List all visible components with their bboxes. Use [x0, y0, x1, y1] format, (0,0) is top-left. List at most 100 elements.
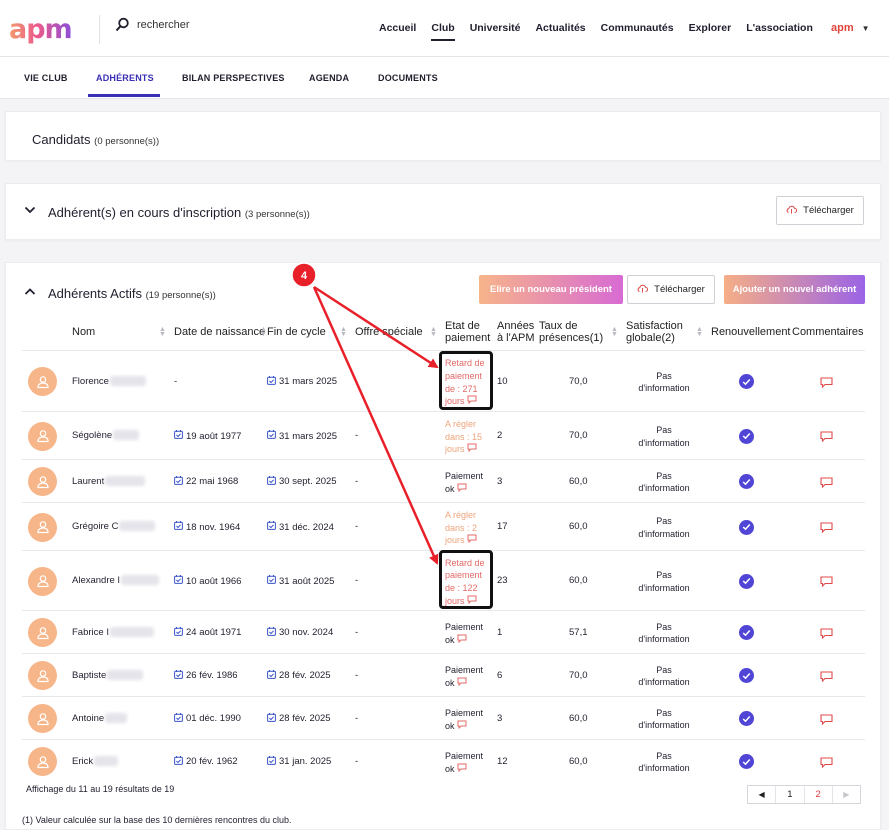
avatar[interactable] — [28, 566, 57, 596]
pager-prev-button[interactable]: ◀ — [748, 786, 777, 803]
table-row[interactable]: Fabrice I 24 août 1971 30 nov. 2024 - Paieme… — [22, 610, 865, 653]
col-fin-cycle[interactable]: Fin de cycle — [267, 326, 326, 338]
renewal-check-icon[interactable] — [739, 754, 754, 769]
table-row[interactable]: Baptiste 26 fév. 1986 28 fév. 2025 - Paiemen… — [22, 653, 865, 696]
tab-adherents[interactable]: ADHÉRENTS — [96, 73, 154, 83]
col-etat-paiement[interactable]: Etat de paiement — [445, 320, 491, 344]
renewal-check-icon[interactable] — [739, 573, 754, 589]
col-taux-presences[interactable]: Taux de présences(1) — [539, 320, 604, 344]
user-menu[interactable]: apm ▼ — [831, 22, 870, 34]
avatar[interactable] — [28, 618, 57, 647]
renewal-check-icon[interactable] — [739, 474, 754, 489]
nav-actualites[interactable]: Actualités — [535, 22, 586, 34]
birth-date-text: 22 mai 1968 — [186, 476, 239, 487]
sort-icon[interactable]: ▲ ▼ — [159, 326, 166, 338]
tab-vie-club[interactable]: VIE CLUB — [24, 73, 68, 83]
tab-documents[interactable]: DOCUMENTS — [378, 73, 438, 83]
col-renouvellement[interactable]: Renouvellement — [711, 326, 791, 338]
table-row[interactable]: Antoine 01 déc. 1990 28 fév. 2025 - Paiement… — [22, 696, 865, 739]
chevron-down-icon[interactable] — [24, 205, 36, 218]
member-name[interactable]: Alexandre I — [72, 575, 160, 586]
comment-icon[interactable] — [820, 713, 833, 728]
avatar[interactable] — [28, 661, 57, 690]
nav-association[interactable]: L'association — [746, 22, 813, 34]
col-commentaires[interactable]: Commentaires — [792, 326, 864, 338]
pager-next-button[interactable]: ▶ — [833, 786, 860, 803]
col-nom[interactable]: Nom — [72, 326, 96, 338]
renewal-check-icon[interactable] — [739, 519, 754, 535]
comment-icon[interactable] — [820, 376, 833, 391]
renewal-check-icon[interactable] — [739, 374, 754, 389]
sort-icon[interactable]: ▲ ▼ — [696, 326, 703, 338]
comment-icon[interactable] — [820, 756, 833, 771]
pager-page-2[interactable]: 2 — [805, 786, 833, 803]
sort-icon[interactable]: ▲ ▼ — [611, 326, 618, 338]
table-row[interactable]: Erick 20 fév. 1962 31 jan. 2025 - Paiement ok… — [22, 739, 865, 782]
comment-bubble-icon[interactable] — [457, 677, 467, 688]
elect-president-button[interactable]: Elire un nouveau président — [479, 275, 623, 304]
comment-icon[interactable] — [820, 431, 833, 445]
member-name[interactable]: Fabrice I — [72, 627, 154, 638]
actifs-download-button[interactable]: Télécharger — [627, 275, 715, 304]
avatar[interactable] — [28, 367, 57, 396]
comment-icon[interactable] — [820, 576, 833, 590]
comment-bubble-icon[interactable] — [457, 763, 467, 774]
col-annees-apm[interactable]: Années à l'APM — [497, 320, 535, 344]
comment-bubble-icon[interactable] — [457, 720, 467, 731]
comment-bubble-icon[interactable] — [457, 634, 467, 645]
nav-universite[interactable]: Université — [469, 22, 521, 34]
avatar[interactable] — [28, 704, 57, 733]
member-name[interactable]: Erick — [72, 756, 119, 767]
sort-icon[interactable]: ▲ ▼ — [430, 326, 437, 338]
nav-accueil[interactable]: Accueil — [379, 22, 417, 34]
search-placeholder[interactable]: rechercher — [137, 18, 190, 31]
comment-bubble-icon[interactable] — [457, 483, 467, 494]
apm-logo[interactable]: apm — [9, 14, 73, 45]
table-row[interactable]: Ségolène 19 août 1977 31 mars 2025 - A régle… — [22, 411, 865, 459]
nav-explorer[interactable]: Explorer — [688, 22, 732, 34]
nav-communautes[interactable]: Communautés — [600, 22, 674, 34]
avatar[interactable] — [28, 421, 57, 451]
table-row[interactable]: Alexandre I 10 août 1966 31 août 2025 - Reta… — [22, 550, 865, 610]
col-offre-speciale[interactable]: Offre spéciale — [355, 326, 423, 338]
comment-icon[interactable] — [820, 627, 833, 642]
avatar[interactable] — [28, 467, 57, 496]
comment-icon[interactable] — [820, 476, 833, 491]
chevron-up-icon[interactable] — [24, 287, 36, 300]
member-name[interactable]: Ségolène — [72, 430, 140, 441]
nav-club[interactable]: Club — [431, 22, 455, 41]
member-name[interactable]: Baptiste — [72, 670, 144, 681]
renewal-check-icon[interactable] — [739, 711, 754, 726]
col-date-naissance[interactable]: Date de naissance — [174, 326, 266, 338]
comment-bubble-icon[interactable] — [467, 534, 477, 545]
sort-icon[interactable]: ▲ ▼ — [340, 326, 347, 338]
pager-page-1[interactable]: 1 — [776, 786, 805, 803]
table-row[interactable]: Florence - 31 mars 2025 Retard de paiement de… — [22, 350, 865, 411]
table-row[interactable]: Grégoire C 18 nov. 1964 31 déc. 2024 - A rég… — [22, 502, 865, 550]
sort-icon[interactable]: ▲ ▼ — [260, 326, 267, 338]
tab-agenda[interactable]: AGENDA — [309, 73, 350, 83]
comment-icon[interactable] — [820, 522, 833, 536]
renewal-check-icon[interactable] — [739, 625, 754, 640]
add-member-button[interactable]: Ajouter un nouvel adhérent — [724, 275, 865, 304]
comment-icon[interactable] — [820, 670, 833, 685]
member-name[interactable]: Grégoire C — [72, 521, 156, 532]
tab-bilan-perspectives[interactable]: BILAN PERSPECTIVES — [182, 73, 285, 83]
avatar[interactable] — [28, 512, 57, 542]
avatar[interactable] — [28, 747, 57, 776]
comment-bubble-icon[interactable] — [467, 595, 477, 606]
inscription-title[interactable]: Adhérent(s) en cours d'inscription (3 pe… — [48, 205, 310, 220]
inscription-download-button[interactable]: Télécharger — [776, 196, 864, 225]
member-name[interactable]: Laurent — [72, 476, 146, 487]
comment-bubble-icon[interactable] — [467, 395, 477, 406]
search-box[interactable]: rechercher — [115, 17, 190, 32]
comment-bubble-icon[interactable] — [467, 443, 477, 454]
member-name[interactable]: Antoine — [72, 713, 128, 724]
table-row[interactable]: Laurent 22 mai 1968 30 sept. 2025 - Paiement… — [22, 459, 865, 502]
col-satisfaction[interactable]: Satisfaction globale(2) — [626, 320, 683, 344]
actifs-title[interactable]: Adhérents Actifs (19 personne(s)) — [48, 286, 216, 301]
member-name[interactable]: Florence — [72, 376, 146, 387]
renewal-check-icon[interactable] — [739, 428, 754, 444]
renewal-check-icon[interactable] — [739, 668, 754, 683]
cycle-end: 31 déc. 2024 — [267, 521, 334, 533]
